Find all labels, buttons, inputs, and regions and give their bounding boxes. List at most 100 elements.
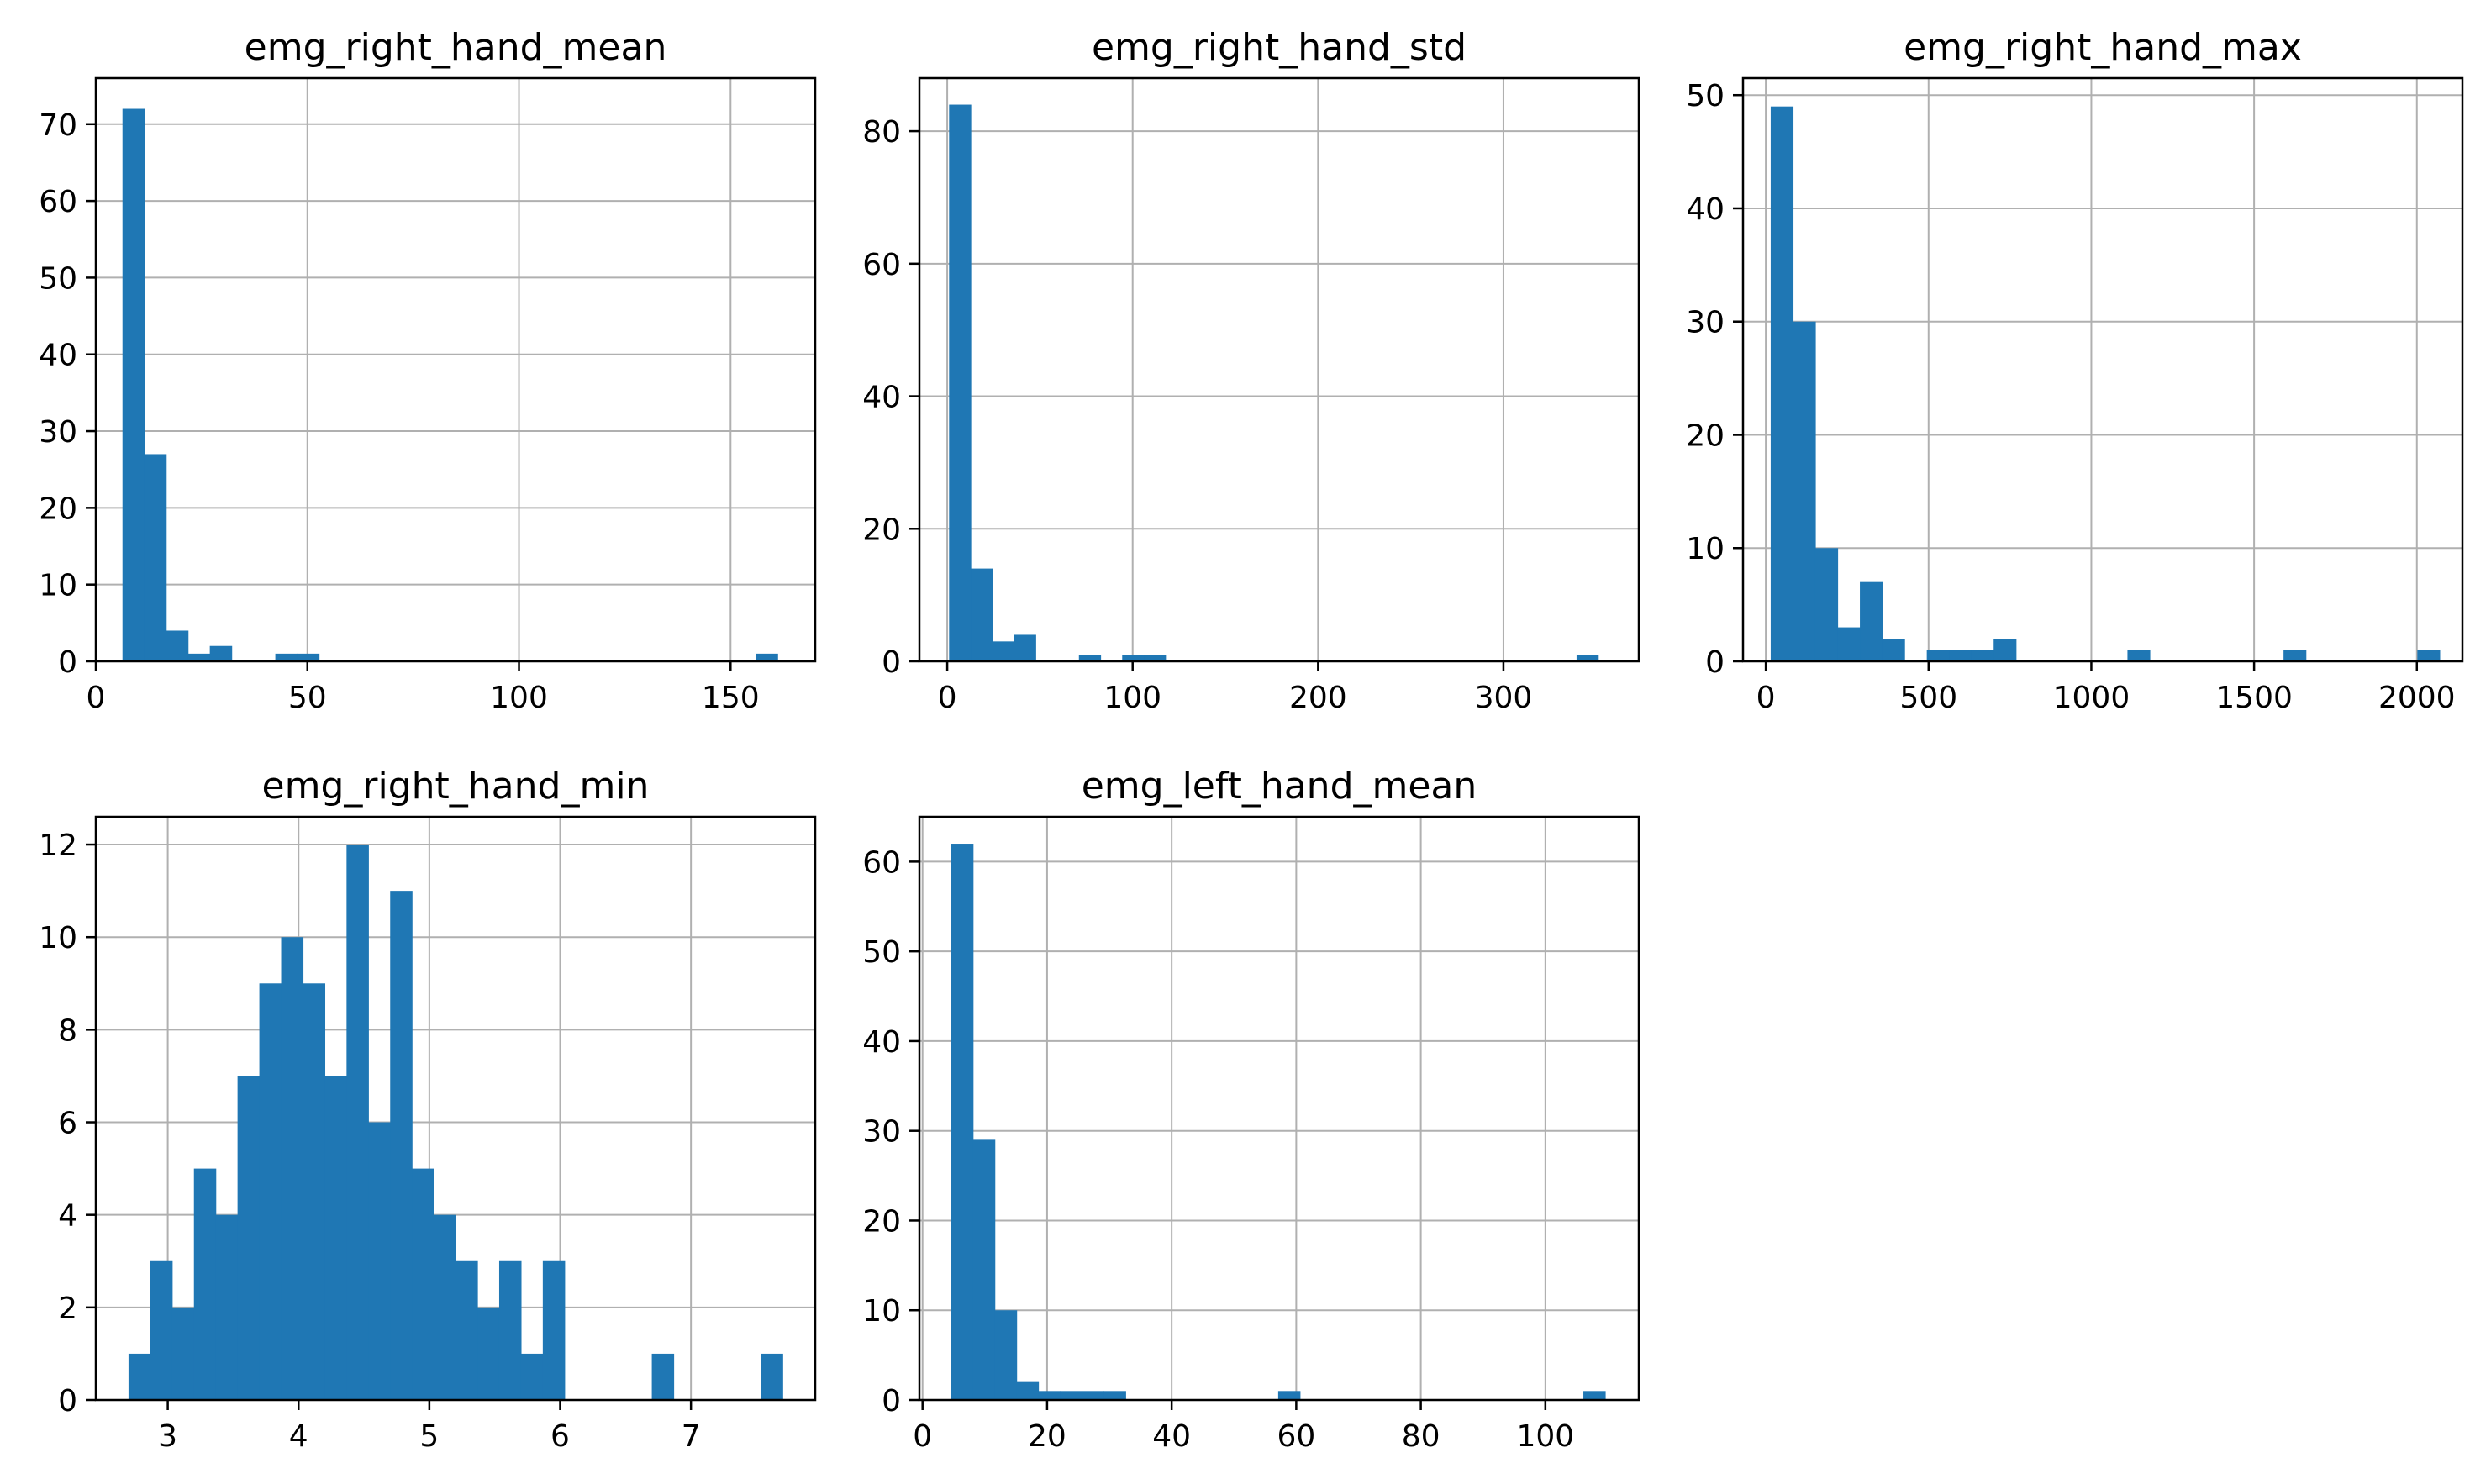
subplot-title: emg_right_hand_mean: [245, 26, 667, 69]
histogram-bar: [303, 983, 326, 1400]
histogram-bar: [122, 108, 145, 662]
x-tick-label: 0: [938, 681, 957, 715]
histogram-bar: [477, 1307, 500, 1400]
subplot-title: emg_right_hand_std: [1092, 26, 1467, 69]
histogram-bar: [542, 1260, 566, 1400]
histogram-bar: [1060, 1391, 1083, 1400]
y-tick-label: 40: [862, 1025, 901, 1060]
axes-frame: [94, 815, 817, 1402]
y-tick-label: 30: [1686, 306, 1725, 340]
y-tick-label: 0: [58, 645, 77, 680]
histogram-bar: [209, 645, 233, 661]
y-tick-label: 30: [862, 1115, 901, 1150]
y-tick-label: 50: [862, 935, 901, 970]
y-tick-label: 4: [58, 1199, 77, 1234]
histogram-bar: [259, 983, 282, 1400]
histogram-bar: [1814, 548, 1839, 661]
histogram-bar: [1277, 1391, 1301, 1400]
x-tick-label: 4: [289, 1419, 308, 1454]
histogram-bar: [1949, 650, 1972, 661]
x-tick-label: 500: [1899, 681, 1957, 715]
histogram-bar: [520, 1353, 544, 1400]
y-tick-label: 50: [1686, 79, 1725, 113]
x-tick-label: 150: [702, 681, 760, 715]
histogram-bar: [1576, 655, 1599, 661]
x-tick-label: 100: [1516, 1419, 1574, 1454]
y-tick-label: 20: [862, 1204, 901, 1239]
subplot-3: 0 500 1000 1500 2000 0 10 20 30 40 50 emg_right_han…: [1686, 26, 2464, 715]
histogram-bar: [1078, 655, 1102, 661]
y-tick-label: 20: [39, 492, 77, 526]
histogram-bar: [346, 845, 369, 1400]
histogram-bar: [281, 937, 304, 1400]
y-tick-label: 20: [1686, 418, 1725, 453]
histogram-bar: [756, 653, 778, 661]
histogram-bar: [2417, 650, 2441, 661]
histogram-bar: [1837, 627, 1861, 661]
x-tick-label: 80: [1402, 1419, 1440, 1454]
axes-frame: [94, 76, 817, 663]
subplot-5: 0 20 40 60 80 100 0 10 20 30 40 50 60 emg_left_hand_m…: [862, 765, 1640, 1454]
histogram-bar: [992, 641, 1015, 661]
y-tick-label: 60: [862, 845, 901, 880]
x-tick-label: 100: [1103, 681, 1161, 715]
histogram-bar: [949, 104, 972, 661]
y-tick-label: 20: [862, 513, 901, 547]
y-tick-label: 30: [39, 415, 77, 450]
axes-frame: [918, 815, 1640, 1402]
x-tick-label: 50: [288, 681, 327, 715]
histogram-bar: [390, 891, 413, 1400]
y-tick-label: 50: [39, 261, 77, 296]
y-tick-label: 12: [39, 829, 77, 863]
histogram-bar: [651, 1353, 675, 1400]
y-tick-label: 40: [862, 381, 901, 415]
y-tick-label: 6: [58, 1107, 77, 1141]
histogram-bar: [150, 1260, 173, 1400]
histogram-bar: [1860, 581, 1883, 661]
y-tick-label: 80: [862, 115, 901, 150]
y-tick-label: 60: [862, 248, 901, 282]
y-tick-label: 0: [882, 1384, 901, 1418]
x-tick-label: 300: [1475, 681, 1533, 715]
histogram-bar: [193, 1168, 217, 1400]
histogram-bar: [297, 653, 320, 661]
histogram-bar: [761, 1353, 783, 1400]
histogram-bar: [1122, 655, 1145, 661]
x-tick-label: 20: [1028, 1419, 1066, 1454]
x-tick-label: 3: [158, 1419, 177, 1454]
histogram-bar: [166, 630, 189, 661]
histogram-bar: [275, 653, 298, 661]
y-tick-label: 0: [58, 1384, 77, 1418]
histogram-bar: [1082, 1391, 1104, 1400]
histogram-bar: [994, 1310, 1018, 1400]
histogram-bar: [171, 1307, 195, 1400]
y-tick-label: 0: [882, 645, 901, 680]
x-tick-label: 1500: [2215, 681, 2293, 715]
histogram-bar: [412, 1168, 434, 1400]
histogram-bar: [1882, 639, 1905, 661]
histogram-bar: [2127, 650, 2151, 661]
axes-frame: [918, 76, 1640, 663]
histogram-bar: [1583, 1391, 1606, 1400]
histogram-bar: [971, 568, 993, 661]
histogram-bar: [2283, 650, 2307, 661]
histogram-bar: [144, 454, 167, 661]
y-tick-label: 0: [1705, 645, 1725, 680]
histogram-bar: [187, 653, 211, 661]
histogram-bar: [215, 1214, 239, 1400]
y-tick-label: 10: [39, 921, 77, 955]
x-tick-label: 7: [682, 1419, 701, 1454]
y-tick-label: 10: [39, 569, 77, 603]
histogram-bar: [1016, 1381, 1040, 1400]
histogram-bar: [498, 1260, 522, 1400]
histogram-bar: [434, 1214, 456, 1400]
y-tick-label: 40: [1686, 192, 1725, 227]
subplot-4: 3 4 5 6 7 0 2 4 6 8 10 12 emg_right_hand_min: [39, 765, 817, 1454]
x-tick-label: 40: [1152, 1419, 1191, 1454]
x-tick-label: 60: [1277, 1419, 1315, 1454]
subplot-2: 0 100 200 300 0 20 40 60 80 emg_right_hand_std: [862, 26, 1640, 715]
histogram-bar: [237, 1076, 261, 1400]
histogram-bar: [1993, 639, 2017, 661]
histogram-bar: [1926, 650, 1950, 661]
histogram-bar: [951, 844, 974, 1400]
